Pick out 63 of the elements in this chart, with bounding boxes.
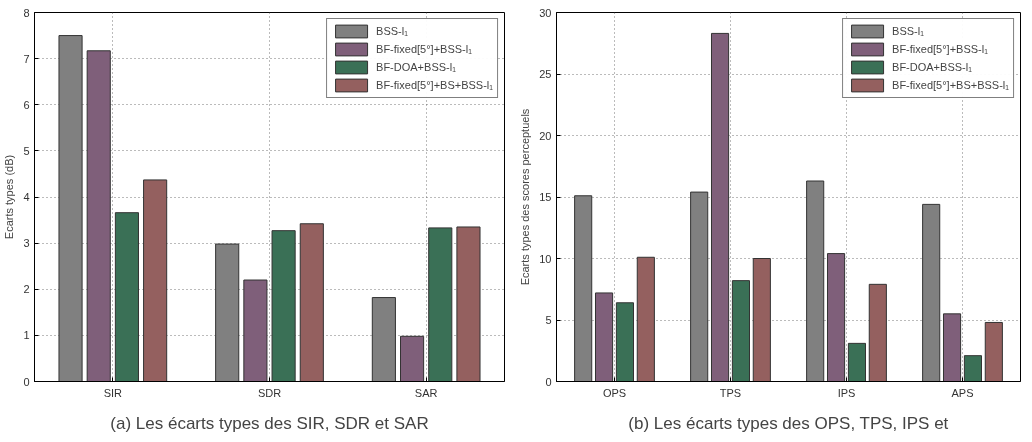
- y-tick-label: 5: [545, 314, 552, 326]
- bar: [847, 342, 866, 382]
- y-tick-label: 10: [539, 252, 552, 265]
- bar: [943, 313, 962, 382]
- bar: [58, 35, 83, 382]
- bar: [114, 212, 139, 382]
- y-tick-label: 25: [539, 68, 552, 80]
- bar: [922, 203, 941, 382]
- x-tick-label: SDR: [257, 386, 282, 399]
- y-axis-title: Ecarts types (dB): [3, 154, 16, 240]
- bar: [371, 297, 396, 382]
- legend-label: BF-DOA+BSS-l₁: [892, 61, 972, 73]
- bar: [731, 280, 750, 382]
- bar: [595, 292, 614, 382]
- y-tick-label: 7: [23, 52, 30, 65]
- text: (a) Les écarts types des SIR, SDR et SAR: [110, 413, 429, 433]
- y-tick-label: 1: [23, 329, 30, 342]
- y-tick-label: 20: [539, 129, 552, 142]
- bar: [827, 253, 846, 382]
- bar: [299, 223, 324, 382]
- bar: [752, 258, 771, 382]
- y-tick-label: 15: [539, 191, 552, 203]
- x-tick-label: IPS: [837, 386, 856, 399]
- bar: [400, 335, 425, 382]
- y-tick-label: 5: [23, 144, 30, 157]
- bar: [868, 283, 887, 382]
- bar: [86, 50, 111, 382]
- y-tick-label: 30: [539, 6, 552, 19]
- y-tick-label: 0: [545, 375, 552, 388]
- bar: [456, 226, 481, 382]
- bar: [711, 32, 730, 382]
- legend-label: BF-fixed[5°]+BSS-l₁: [892, 43, 988, 55]
- x-tick-label: APS: [951, 386, 974, 399]
- x-tick-label: SIR: [103, 386, 123, 399]
- bar: [271, 230, 296, 382]
- legend-label: BF-fixed[5°]+BS+BSS-l₁: [892, 79, 1009, 91]
- legend-label: BSS-l₁: [892, 25, 924, 37]
- legend-label: BF-DOA+BSS-l₁: [376, 61, 456, 73]
- bar: [143, 179, 168, 382]
- bar: [428, 227, 453, 382]
- bar: [574, 195, 593, 382]
- y-tick-label: 3: [23, 237, 30, 250]
- text: (b) Les écarts types des OPS, TPS, IPS et: [628, 413, 949, 433]
- legend-label: BF-fixed[5°]+BS+BSS-l₁: [376, 79, 493, 91]
- bar: [690, 191, 709, 382]
- y-tick-label: 2: [23, 283, 30, 296]
- bar: [806, 180, 825, 382]
- bar: [243, 279, 268, 382]
- legend-label: BSS-l₁: [376, 25, 408, 37]
- y-axis-title: Ecarts types des scores perceptuels: [519, 108, 532, 286]
- y-tick-label: 0: [23, 375, 30, 388]
- bar: [636, 256, 655, 382]
- legend-label: BF-fixed[5°]+BSS-l₁: [376, 43, 472, 55]
- bar: [984, 321, 1003, 382]
- x-tick-label: OPS: [602, 386, 627, 399]
- x-tick-label: SAR: [414, 386, 438, 399]
- y-tick-label: 6: [23, 98, 30, 111]
- bar: [215, 243, 240, 382]
- x-tick-label: TPS: [719, 386, 742, 399]
- y-tick-label: 8: [23, 6, 30, 19]
- bar: [963, 355, 982, 382]
- y-tick-label: 4: [23, 191, 30, 203]
- bar: [615, 302, 634, 382]
